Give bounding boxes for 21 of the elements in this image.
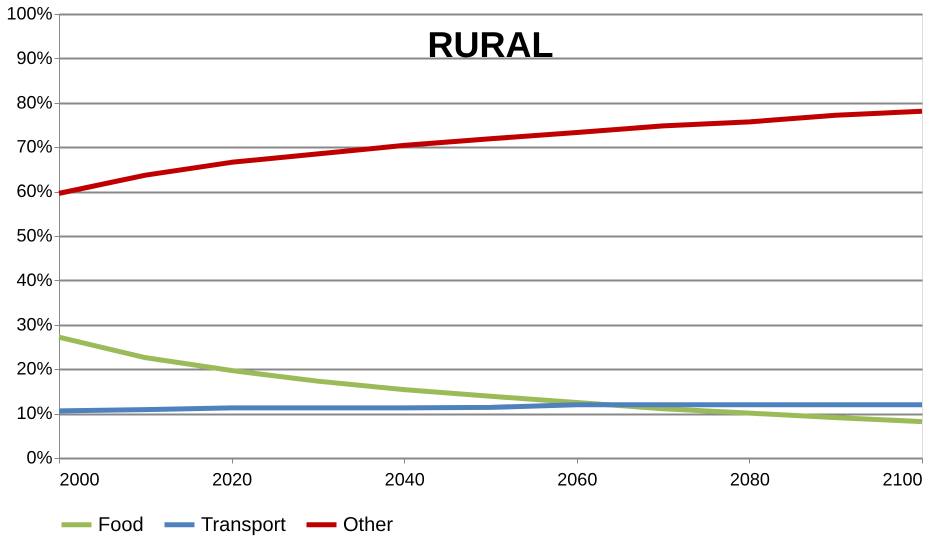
legend-label: Transport — [201, 514, 286, 536]
x-tick-label: 2040 — [384, 470, 425, 490]
y-tick-label: 60% — [16, 181, 52, 202]
x-tick-label: 2020 — [212, 470, 252, 490]
x-tick-label: 2000 — [60, 470, 100, 490]
legend-label: Food — [98, 514, 144, 536]
y-tick-label: 50% — [16, 226, 52, 246]
x-tick-label: 2060 — [557, 470, 598, 490]
y-tick-label: 10% — [16, 403, 52, 424]
y-tick-label: 100% — [6, 4, 52, 24]
y-tick-label: 20% — [16, 358, 52, 379]
y-tick-label: 0% — [26, 448, 52, 468]
y-tick-label: 70% — [16, 136, 52, 157]
chart-title: RURAL — [428, 24, 554, 65]
y-tick-label: 30% — [16, 314, 52, 334]
y-tick-label: 80% — [16, 92, 52, 112]
y-tick-label: 40% — [16, 270, 52, 290]
y-tick-label: 90% — [16, 48, 52, 68]
x-tick-label: 2080 — [730, 470, 770, 490]
legend-label: Other — [343, 514, 394, 536]
x-tick-label: 2100 — [882, 470, 922, 490]
